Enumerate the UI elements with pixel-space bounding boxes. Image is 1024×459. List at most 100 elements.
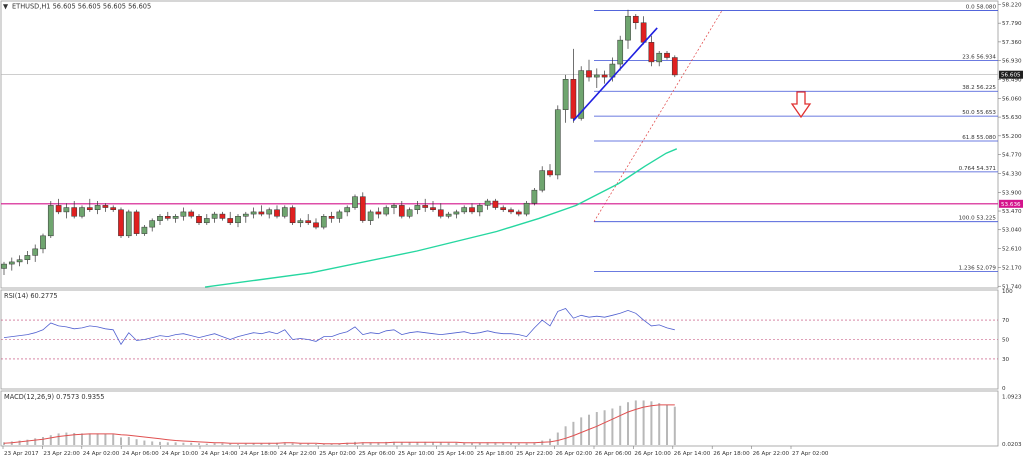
- macd-histogram-bar: [190, 442, 193, 445]
- rsi-line: [3, 308, 675, 346]
- rsi-tick-label: 100: [1002, 289, 1013, 295]
- candle: [547, 164, 553, 178]
- price-tick-label: 53.470: [1002, 209, 1022, 215]
- candle: [164, 211, 171, 221]
- candle: [398, 201, 405, 219]
- macd-histogram-bar: [369, 442, 372, 445]
- macd-histogram-bar: [283, 442, 286, 445]
- candle-body: [149, 220, 156, 228]
- candle: [383, 205, 390, 217]
- candle-body: [274, 209, 280, 217]
- time-tick-label: 26 Apr 10:00: [634, 451, 671, 457]
- candle: [203, 214, 210, 225]
- macd-histogram-bar: [42, 436, 44, 445]
- candle: [313, 218, 319, 230]
- candle: [289, 205, 296, 225]
- macd-histogram-bar: [463, 442, 466, 445]
- candle: [422, 198, 429, 212]
- macd-tick-label: 1.0923: [1002, 394, 1022, 400]
- candle-body: [671, 57, 678, 76]
- rsi-tick-label: 0: [1002, 386, 1006, 392]
- macd-histogram-bar: [619, 405, 622, 445]
- macd-histogram-bar: [26, 439, 29, 445]
- macd-histogram-bar: [416, 442, 419, 445]
- macd-histogram-bar: [330, 443, 333, 445]
- macd-histogram-bar: [627, 402, 629, 445]
- candle-body: [593, 74, 600, 78]
- fib-level-label: 1.236 52.079: [959, 266, 997, 272]
- rsi-panel: [0, 289, 999, 390]
- candle-body: [476, 205, 483, 213]
- candle: [656, 51, 663, 67]
- candle: [430, 201, 436, 212]
- time-tick-label: 25 Apr 22:00: [516, 451, 553, 457]
- candle-body: [47, 205, 54, 237]
- time-tick-label: 24 Apr 06:00: [122, 451, 159, 457]
- candle-body: [281, 207, 288, 217]
- macd-histogram-bar: [393, 441, 395, 445]
- macd-histogram-bar: [424, 441, 427, 445]
- macd-histogram-bar: [73, 432, 76, 445]
- candle: [359, 192, 366, 223]
- macd-histogram-bar: [135, 439, 138, 445]
- macd-histogram-bar: [361, 442, 364, 445]
- rsi-tick-label: 30: [1002, 357, 1010, 363]
- time-tick-label: 26 Apr 02:00: [556, 451, 593, 457]
- time-tick-label: 24 Apr 18:00: [240, 451, 277, 457]
- candle: [601, 70, 608, 84]
- macd-histogram-bar: [213, 443, 216, 445]
- candle: [523, 201, 530, 217]
- macd-histogram-bar: [276, 442, 278, 445]
- candle-body: [586, 70, 592, 78]
- macd-histogram-bar: [525, 443, 528, 445]
- candle-body: [508, 209, 514, 213]
- macd-histogram-bar: [666, 404, 668, 445]
- candle: [320, 214, 327, 230]
- horizontal-levels: 53.636 56.605: [1, 70, 1023, 208]
- candle: [297, 218, 304, 228]
- macd-histogram-bar: [260, 443, 263, 445]
- candle-body: [172, 216, 179, 219]
- candle: [180, 207, 187, 221]
- candle: [515, 209, 522, 217]
- time-tick-label: 25 Apr 18:00: [477, 451, 514, 457]
- macd-histogram-bar: [237, 444, 239, 445]
- candle: [102, 203, 109, 212]
- candle: [188, 209, 195, 219]
- candle-body: [305, 220, 312, 224]
- macd-histogram-bar: [268, 442, 271, 445]
- macd-histogram-bar: [151, 441, 154, 445]
- candle-body: [266, 209, 273, 215]
- candle: [40, 233, 46, 254]
- candle-body: [359, 196, 366, 221]
- collapse-arrow-icon[interactable]: ▼: [3, 3, 9, 11]
- candle: [63, 203, 70, 219]
- candle: [55, 198, 62, 215]
- time-tick-label: 25 Apr 14:00: [437, 451, 474, 457]
- candle: [570, 48, 577, 123]
- candle: [258, 205, 265, 217]
- candle-body: [531, 189, 538, 204]
- price-tick-label: 52.610: [1002, 246, 1022, 252]
- candle-body: [297, 220, 304, 224]
- candle: [305, 214, 312, 225]
- candle-body: [469, 207, 475, 213]
- candle-body: [227, 218, 234, 224]
- fib-level-label: 61.8 55.080: [962, 135, 996, 141]
- macd-histogram-bar: [517, 443, 520, 445]
- macd-histogram-bar: [385, 441, 388, 445]
- macd-histogram-bar: [182, 442, 185, 445]
- macd-histogram-bar: [595, 412, 598, 445]
- fib-level-label: 50.0 55.653: [962, 110, 996, 116]
- macd-histogram-bar: [439, 442, 442, 445]
- candle: [414, 201, 421, 215]
- macd-histogram-bar: [159, 441, 161, 445]
- candle: [110, 205, 117, 212]
- candle-body: [547, 170, 553, 176]
- candle: [632, 14, 639, 30]
- macd-histogram-bar: [510, 442, 512, 445]
- candles: [1, 9, 678, 275]
- candle: [508, 207, 514, 215]
- price-tick-label: 55.630: [1002, 115, 1022, 121]
